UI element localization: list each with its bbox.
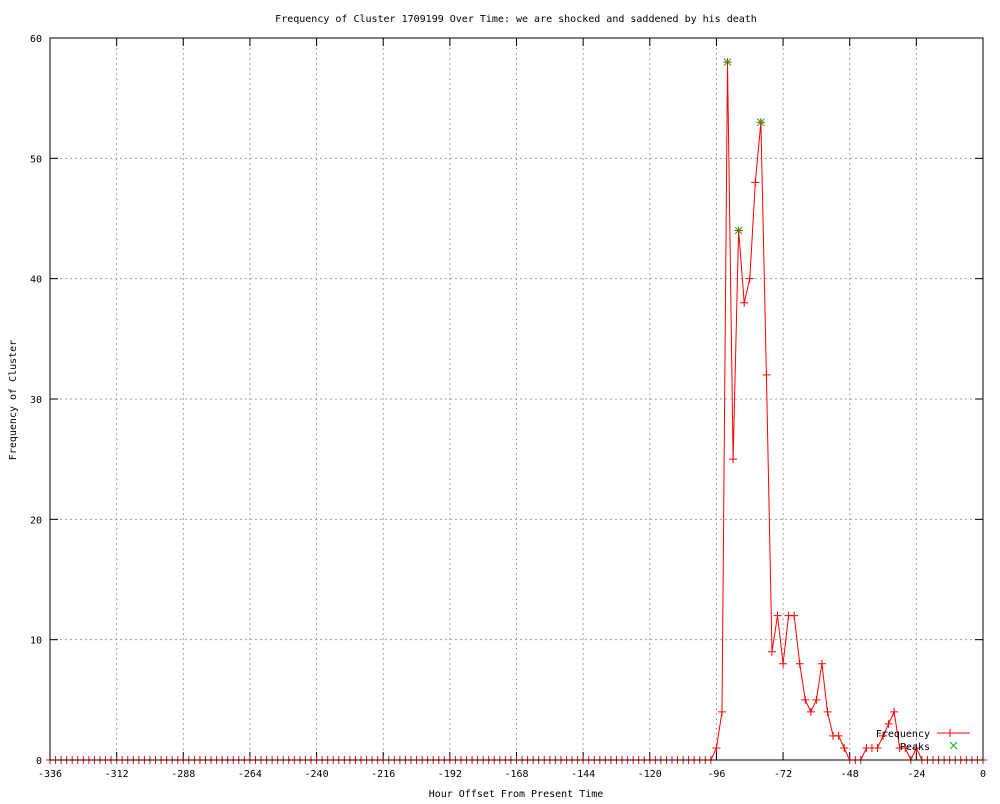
- x-tick-label: -288: [171, 769, 195, 780]
- frequency-point: [801, 695, 810, 704]
- frequency-point: [890, 707, 899, 716]
- x-tick-label: -312: [105, 769, 129, 780]
- frequency-point: [884, 719, 893, 728]
- frequency-point: [795, 659, 804, 668]
- x-tick-label: -96: [707, 769, 725, 780]
- y-tick-label: 50: [30, 154, 42, 165]
- x-tick-label: -120: [638, 769, 662, 780]
- plot-frame: [49, 37, 984, 761]
- y-tick-label: 40: [30, 275, 42, 286]
- x-tick-label: -264: [238, 769, 262, 780]
- frequency-point: [817, 659, 826, 668]
- frequency-point: [729, 455, 738, 464]
- x-tick-label: -24: [907, 769, 925, 780]
- legend-marker-frequency: [946, 729, 954, 737]
- x-tick-label: 0: [980, 769, 986, 780]
- frequency-point: [812, 695, 821, 704]
- grid: [50, 38, 983, 760]
- x-tick-label: -336: [38, 769, 62, 780]
- y-axis-label: Frequency of Cluster: [8, 340, 19, 460]
- frequency-point: [712, 743, 721, 752]
- y-tick-label: 10: [30, 636, 42, 647]
- legend-label-peaks: Peaks: [900, 742, 930, 753]
- frequency-point: [840, 743, 849, 752]
- frequency-point: [901, 743, 910, 752]
- frequency-point: [773, 611, 782, 620]
- legend-label-frequency: Frequency: [876, 729, 930, 740]
- x-tick-label: -144: [571, 769, 595, 780]
- x-tick-label: -168: [504, 769, 528, 780]
- frequency-point: [767, 647, 776, 656]
- frequency-point: [806, 707, 815, 716]
- chart-title: Frequency of Cluster 1709199 Over Time: …: [275, 14, 757, 25]
- x-axis-label: Hour Offset From Present Time: [429, 789, 604, 800]
- axis-ticks: -336 -312 -288 -264 -240 -216 -192 -168 -144 -120…: [30, 34, 986, 780]
- peak-point: [723, 58, 732, 66]
- y-tick-label: 0: [36, 756, 42, 767]
- frequency-point: [873, 743, 882, 752]
- y-tick-label: 30: [30, 395, 42, 406]
- x-tick-label: -216: [371, 769, 395, 780]
- frequency-point: [912, 743, 921, 752]
- frequency-point: [717, 707, 726, 716]
- frequency-point: [779, 659, 788, 668]
- x-tick-label: -48: [841, 769, 859, 780]
- x-tick-label: -240: [305, 769, 329, 780]
- frequency-point: [879, 731, 888, 740]
- frequency-point: [834, 731, 843, 740]
- frequency-point: [823, 707, 832, 716]
- frequency-line: [50, 62, 983, 762]
- x-tick-label: -72: [774, 769, 792, 780]
- peak-point: [734, 226, 743, 235]
- peak-point: [757, 118, 765, 127]
- frequency-point: [762, 370, 771, 379]
- y-tick-label: 20: [30, 515, 42, 526]
- y-tick-label: 60: [30, 34, 42, 45]
- frequency-point: [790, 611, 799, 620]
- x-tick-label: -192: [438, 769, 462, 780]
- legend: Frequency Peaks: [876, 729, 970, 753]
- frequency-point: [740, 298, 749, 307]
- legend-marker-peaks: [949, 741, 958, 750]
- frequency-point: [751, 178, 760, 187]
- frequency-point: [745, 274, 754, 283]
